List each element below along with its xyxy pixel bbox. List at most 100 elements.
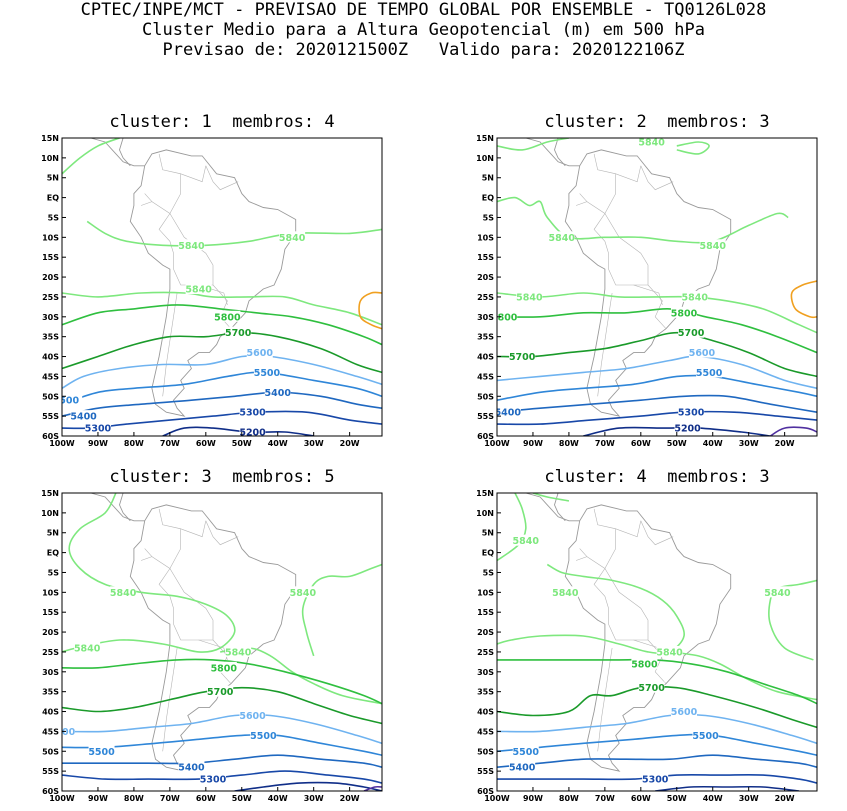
contour-label: 5840 (225, 647, 252, 658)
lon-tick-label: 30W (739, 794, 759, 803)
lat-tick-label: 45S (477, 727, 494, 736)
contour-label-bg (200, 773, 227, 785)
lat-tick-label: 5N (482, 529, 494, 538)
lon-tick-label: 30W (304, 794, 324, 803)
map-frame (61, 492, 383, 792)
contour-label-bg (74, 641, 101, 653)
lat-tick-label: 45S (42, 727, 59, 736)
contour-label: 5500 (692, 731, 719, 742)
contour-label: 5840 (764, 588, 791, 599)
contour-line (497, 773, 817, 784)
lon-tick-label: 20W (775, 439, 795, 448)
contour-label: 5200 (674, 424, 701, 435)
cluster-panel-1: cluster: 1 membros: 4 5840 5840 5840 5800 570… (17, 108, 412, 456)
contour-label-bg (764, 586, 791, 598)
coastline-central-america (525, 493, 580, 522)
contour-line (497, 355, 817, 390)
contour-label: 5400 (70, 412, 97, 423)
contour-line (62, 658, 382, 705)
cluster-panel-2: cluster: 2 membros: 3 5840 5840 5840 5840 584… (452, 108, 847, 456)
lat-tick-label: EQ (482, 194, 494, 203)
lat-tick-label: EQ (47, 549, 59, 558)
lat-tick-label: 15S (477, 608, 494, 617)
lat-tick-label: 25S (477, 293, 494, 302)
country-border (640, 165, 674, 191)
coastline-caribbean (119, 138, 131, 167)
contour-label: 5500 (513, 747, 540, 758)
lat-tick-label: 60S (477, 787, 494, 796)
geopotential-map: 5840 5840 5840 5840 5840 5800 5800 5700 5700 5600… (476, 134, 818, 448)
lat-tick-label: 15N (41, 489, 59, 498)
coastline (129, 149, 297, 417)
contour-label-bg (674, 422, 701, 434)
lat-tick-label: 40S (477, 708, 494, 717)
contour-line (62, 770, 382, 784)
coastline-caribbean (554, 493, 566, 522)
lon-tick-label: 30W (304, 439, 324, 448)
contour-line (62, 371, 382, 405)
country-border (615, 520, 642, 538)
contour-label-bg (110, 586, 137, 598)
country-border (173, 623, 213, 641)
contour-line (769, 426, 817, 436)
contour-label-bg (253, 366, 280, 378)
contour-line (497, 374, 817, 401)
cluster-title: cluster: 4 membros: 3 (544, 467, 770, 487)
lat-tick-label: 35S (477, 333, 494, 342)
lat-tick-label: EQ (482, 549, 494, 558)
lat-tick-label: 15N (41, 134, 59, 143)
contour-line (86, 220, 382, 247)
contour-label-bg (688, 346, 715, 358)
country-border (173, 268, 213, 286)
contour-label-bg (279, 231, 306, 243)
country-border (205, 520, 239, 546)
contour-label: 5300 (85, 424, 112, 435)
lon-tick-label: 90W (523, 794, 543, 803)
contour-label-bg (178, 761, 205, 773)
map-content: 5840 5840 5840 5840 5840 5800 5800 5700 5700 5600… (491, 138, 817, 436)
coastline-central-america (90, 493, 145, 522)
contour-label: 5300 (239, 408, 266, 419)
contour-label: 5200 (239, 428, 266, 439)
contour-line (655, 785, 800, 791)
contour-line (532, 493, 570, 502)
country-border (151, 201, 174, 270)
lat-tick-label: 60S (477, 432, 494, 441)
lat-tick-label: 40S (42, 353, 59, 362)
contour-label: 5840 (74, 643, 101, 654)
contour-label: 500 (59, 396, 79, 407)
contour-label-bg (678, 406, 705, 418)
lon-tick-label: 70W (160, 439, 180, 448)
lat-tick-label: 35S (42, 688, 59, 697)
lon-tick-label: 40W (268, 439, 288, 448)
lon-tick-label: 60W (196, 794, 216, 803)
lat-tick-label: 20S (477, 273, 494, 282)
country-border (180, 520, 207, 538)
contour-line (497, 563, 685, 655)
lon-tick-label: 50W (232, 439, 252, 448)
lon-tick-label: 50W (667, 439, 687, 448)
lon-tick-label: 30W (739, 439, 759, 448)
lat-tick-label: 35S (42, 333, 59, 342)
contour-label-bg (497, 310, 518, 322)
contour-label: 5800 (214, 312, 241, 323)
contour-label-bg (178, 239, 205, 251)
contour-label: 5500 (250, 731, 277, 742)
contour-label: 5800 (491, 312, 518, 323)
contour-label: 5840 (548, 233, 575, 244)
contour-label-bg (516, 290, 543, 302)
country-border (140, 193, 153, 206)
lon-tick-label: 100W (49, 794, 75, 803)
map-content: 5840584058405800570056005500540050054005… (59, 138, 382, 439)
contour-line (768, 579, 817, 661)
contour-label: 5840 (552, 588, 579, 599)
contour-label: 5600 (671, 707, 698, 718)
country-border (604, 213, 667, 329)
contour-line (497, 308, 817, 354)
contour-line (62, 391, 382, 417)
contour-label-bg (642, 773, 669, 785)
contour-line (234, 781, 382, 791)
country-border (158, 508, 181, 569)
